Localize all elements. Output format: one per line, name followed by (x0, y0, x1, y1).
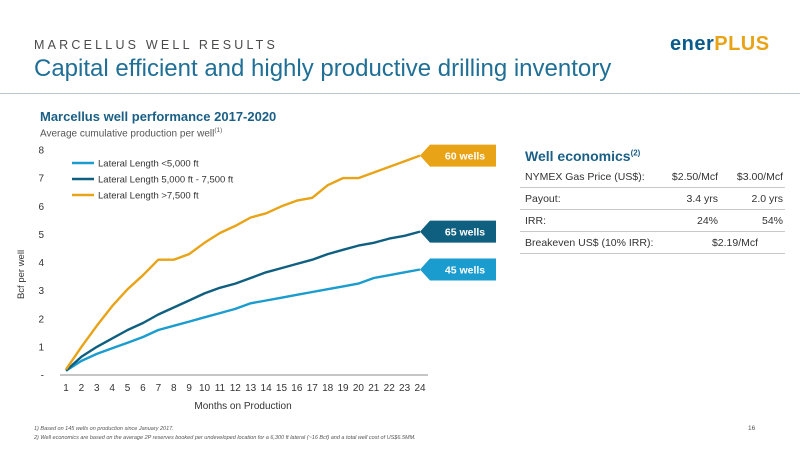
table-cell-value: 2.0 yrs (722, 187, 785, 210)
x-tick-label: 1 (63, 383, 69, 394)
page-title: Capital efficient and highly productive … (34, 55, 612, 82)
end-label-text-2: 65 wells (445, 227, 485, 239)
y-tick-label: 8 (38, 146, 44, 157)
x-tick-label: 23 (399, 383, 411, 394)
y-tick-label: 2 (38, 314, 44, 325)
table-row: Payout: 3.4 yrs 2.0 yrs (520, 187, 785, 210)
y-tick-label: 3 (38, 286, 44, 297)
table-cell-value: 24% (655, 209, 722, 232)
footnote-2: 2) Well economics are based on the avera… (34, 435, 416, 441)
x-axis-label: Months on Production (194, 401, 291, 412)
table-row: IRR: 24% 54% (520, 209, 785, 232)
end-label-text-1: 45 wells (445, 265, 485, 277)
enerplus-logo: enerPLUS (670, 33, 770, 56)
x-tick-label: 19 (337, 383, 349, 394)
y-tick-label: 1 (38, 342, 44, 353)
well-economics-title-text: Well economics (525, 148, 631, 164)
y-axis-label: Bcf per well (16, 250, 27, 299)
x-tick-label: 21 (368, 383, 380, 394)
page-number: 16 (748, 425, 756, 432)
chart-subtitle-footnote: (1) (214, 127, 223, 134)
end-label-callout-1 (420, 258, 496, 281)
logo-text-plus: PLUS (714, 33, 770, 55)
y-tick-label: 7 (38, 174, 44, 185)
table-cell-label: IRR: (520, 209, 655, 232)
table-cell-value: $2.50/Mcf (655, 166, 722, 188)
table-cell-value: $3.00/Mcf (722, 166, 785, 188)
x-tick-label: 7 (156, 383, 162, 394)
table-cell-label: NYMEX Gas Price (US$): (520, 166, 655, 188)
x-tick-label: 14 (261, 383, 273, 394)
x-tick-label: 9 (186, 383, 192, 394)
x-tick-label: 22 (384, 383, 396, 394)
x-tick-label: 3 (94, 383, 100, 394)
series-line-3 (65, 154, 421, 371)
end-label-callout-3 (420, 144, 496, 167)
legend-label-3: Lateral Length >7,500 ft (98, 191, 199, 202)
table-cell-value: 3.4 yrs (655, 187, 722, 210)
x-tick-label: 17 (307, 383, 319, 394)
x-tick-label: 24 (414, 383, 426, 394)
x-tick-label: 6 (140, 383, 146, 394)
section-label: MARCELLUS WELL RESULTS (34, 38, 279, 52)
x-tick-label: 20 (353, 383, 365, 394)
y-tick-label: - (41, 371, 44, 382)
table-cell-value: $2.19/Mcf (655, 231, 785, 254)
y-tick-label: 5 (38, 230, 44, 241)
table-cell-label: Payout: (520, 187, 655, 210)
well-economics-title-footnote: (2) (630, 148, 641, 158)
title-divider (0, 93, 800, 94)
well-economics-title: Well economics(2) (525, 148, 640, 164)
x-tick-label: 4 (109, 383, 115, 394)
chart-subtitle-text: Average cumulative production per well (40, 128, 215, 140)
end-label-text-3: 60 wells (445, 151, 485, 163)
x-tick-label: 13 (245, 383, 257, 394)
x-tick-label: 16 (291, 383, 303, 394)
series-line-2 (65, 230, 421, 372)
well-economics-table: NYMEX Gas Price (US$): $2.50/Mcf $3.00/M… (520, 166, 785, 254)
x-tick-label: 10 (199, 383, 211, 394)
x-tick-label: 11 (215, 383, 226, 394)
logo-text-ener: ener (670, 33, 715, 55)
table-row: NYMEX Gas Price (US$): $2.50/Mcf $3.00/M… (520, 166, 785, 188)
series-line-1 (65, 268, 421, 372)
x-tick-label: 18 (322, 383, 334, 394)
x-tick-label: 12 (230, 383, 242, 394)
table-row: Breakeven US$ (10% IRR): $2.19/Mcf (520, 231, 785, 254)
x-tick-label: 2 (79, 383, 85, 394)
table-cell-label: Breakeven US$ (10% IRR): (520, 231, 655, 254)
end-label-callout-2 (420, 220, 496, 243)
footnote-1: 1) Based on 145 wells on production sinc… (34, 426, 174, 432)
y-tick-label: 4 (38, 258, 44, 269)
x-tick-label: 8 (171, 383, 177, 394)
legend-label-2: Lateral Length 5,000 ft - 7,500 ft (98, 175, 234, 186)
chart-title: Marcellus well performance 2017-2020 (40, 109, 277, 124)
x-tick-label: 5 (125, 383, 131, 394)
legend-label-1: Lateral Length <5,000 ft (98, 159, 199, 170)
table-cell-value: 54% (722, 209, 785, 232)
y-tick-label: 6 (38, 202, 44, 213)
chart-subtitle: Average cumulative production per well(1… (40, 127, 222, 139)
footnotes: 1) Based on 145 wells on production sinc… (34, 425, 416, 443)
x-tick-label: 15 (276, 383, 288, 394)
